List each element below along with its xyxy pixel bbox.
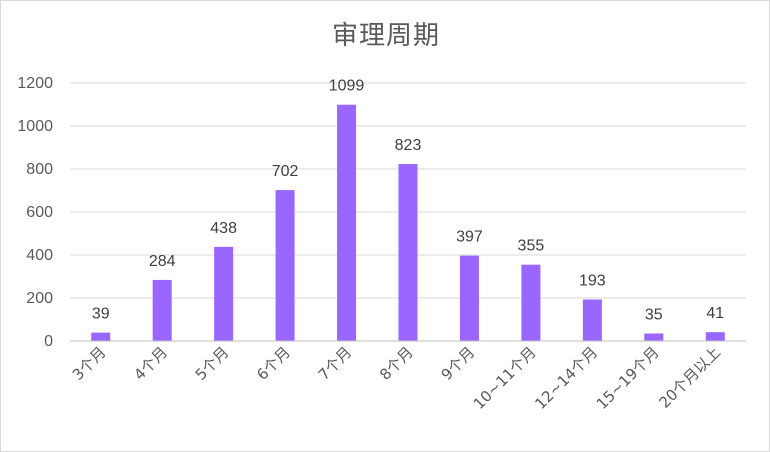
- y-tick-label-800: 800: [26, 161, 53, 178]
- bar-5: [337, 104, 357, 341]
- y-tick-label-600: 600: [26, 204, 53, 221]
- data-label-5: 1099: [329, 78, 365, 95]
- bar-10: [644, 333, 664, 341]
- x-tick-label-6: 8个月: [376, 343, 417, 384]
- bar-8: [521, 264, 541, 341]
- y-tick-label-1000: 1000: [17, 118, 53, 135]
- y-tick-label-400: 400: [26, 247, 53, 264]
- x-tick-label-1: 3个月: [69, 343, 110, 384]
- x-tick-label-10: 15~19个月: [593, 343, 663, 413]
- bar-2: [152, 279, 172, 341]
- data-label-10: 35: [645, 306, 663, 323]
- x-tick-label-7: 9个月: [438, 343, 479, 384]
- chart-title: 审理周期: [331, 21, 440, 51]
- bar-7: [459, 255, 479, 341]
- y-tick-label-0: 0: [44, 333, 53, 350]
- bar-9: [582, 299, 602, 341]
- data-label-6: 823: [395, 137, 422, 154]
- bar-6: [398, 164, 418, 341]
- data-label-4: 702: [272, 163, 299, 180]
- data-label-1: 39: [92, 306, 110, 323]
- bar-3: [214, 246, 234, 341]
- data-label-8: 355: [518, 238, 545, 255]
- bar-1: [91, 332, 111, 341]
- x-tick-label-9: 12~14个月: [531, 343, 601, 413]
- x-tick-label-4: 6个月: [253, 343, 294, 384]
- data-label-9: 193: [579, 273, 606, 290]
- x-tick-label-5: 7个月: [315, 343, 356, 384]
- x-tick-label-2: 4个月: [130, 343, 171, 384]
- bar-4: [275, 190, 295, 341]
- bar-11: [705, 332, 725, 341]
- data-label-11: 41: [706, 305, 724, 322]
- y-tick-label-1200: 1200: [17, 75, 53, 92]
- x-tick-label-8: 10~11个月: [470, 343, 540, 413]
- x-tick-label-3: 5个月: [192, 343, 233, 384]
- y-tick-label-200: 200: [26, 290, 53, 307]
- x-tick-label-11: 20个月以上: [655, 343, 724, 412]
- data-label-2: 284: [149, 253, 176, 270]
- data-label-3: 438: [210, 220, 237, 237]
- data-label-7: 397: [456, 229, 483, 246]
